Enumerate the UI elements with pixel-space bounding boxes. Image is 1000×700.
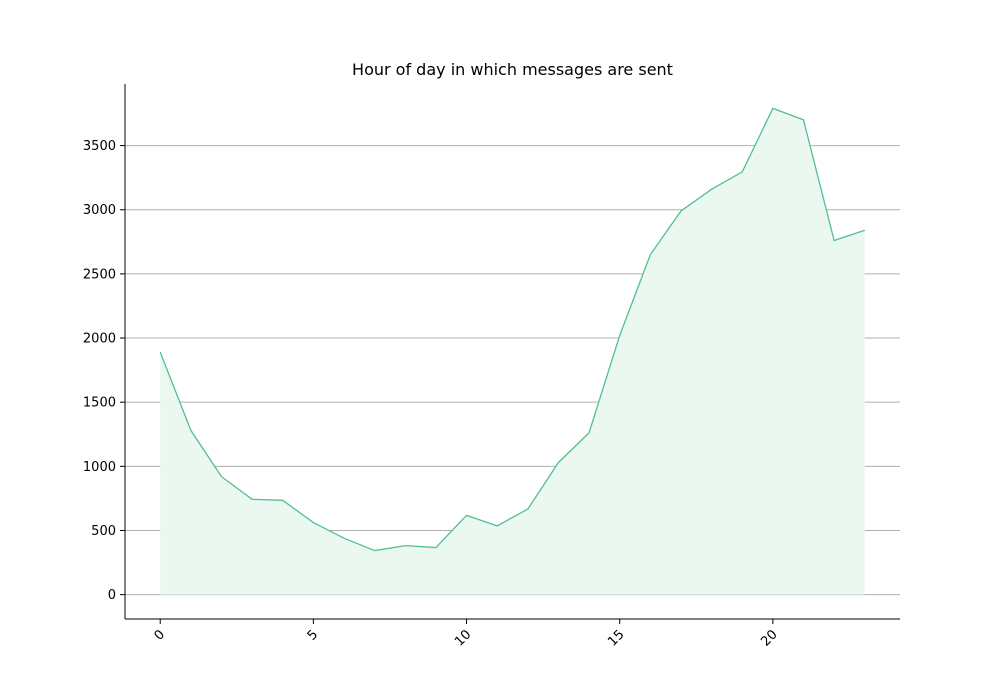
- y-tick-label: 500: [91, 524, 116, 539]
- y-tick-label: 2500: [83, 267, 116, 282]
- y-tick-label: 1000: [83, 460, 116, 475]
- y-tick-label: 2000: [83, 332, 116, 347]
- x-axis-ticks: 0 5 10 15 20: [152, 619, 781, 650]
- chart-title: Hour of day in which messages are sent: [352, 60, 673, 79]
- x-tick-label: 10: [452, 627, 474, 649]
- y-tick-label: 0: [108, 588, 116, 603]
- area-fill-layer: [160, 108, 865, 594]
- area-fill: [160, 108, 865, 594]
- x-tick-label: 15: [605, 627, 627, 649]
- y-tick-label: 1500: [83, 396, 116, 411]
- x-tick-label: 20: [758, 627, 780, 649]
- y-tick-label: 3500: [83, 139, 116, 154]
- y-tick-label: 3000: [83, 203, 116, 218]
- x-tick-label: 0: [152, 627, 168, 643]
- x-tick-label: 5: [305, 627, 321, 643]
- y-axis-ticks: 0 500 1000 1500 2000 2500 3000 3500: [83, 139, 125, 603]
